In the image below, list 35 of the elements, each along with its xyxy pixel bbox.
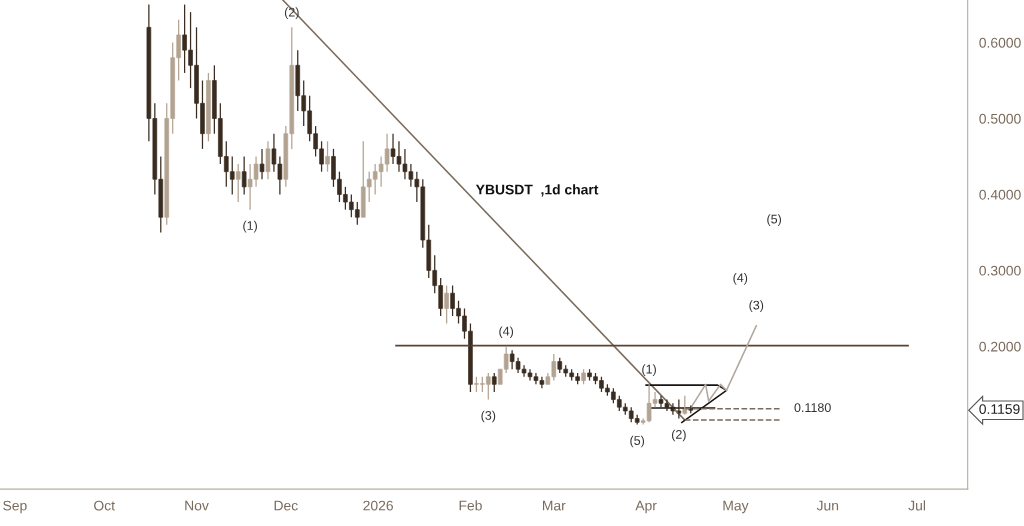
annotation: (4) — [499, 326, 514, 339]
candlestick — [265, 140, 271, 180]
y-tick-label: 0.3000 — [979, 265, 1021, 276]
x-tick-label: Nov — [185, 500, 209, 511]
annotation: (2) — [672, 429, 686, 442]
candlestick — [325, 140, 330, 173]
x-tick-label: Feb — [459, 500, 482, 511]
x-tick-label: May — [723, 500, 749, 514]
candlestick — [259, 148, 265, 180]
candlestick — [491, 372, 497, 393]
x-tick-label: Mar — [542, 500, 566, 511]
x-tick-label: Jul — [908, 500, 926, 511]
annotation: (1) — [243, 220, 257, 233]
x-tick-label: Oct — [94, 500, 115, 511]
x-tick-label: 2026 — [363, 500, 393, 511]
text: YBUSDT ,1d chart — [475, 184, 599, 197]
x-tick-label: Dec — [274, 500, 298, 511]
y-tick-label: 0.6000 — [979, 37, 1021, 48]
y-tick-label: 0.4000 — [979, 189, 1021, 200]
candlestick — [241, 155, 247, 196]
annotation: (3) — [749, 300, 764, 312]
x-tick-label: Sep — [3, 500, 27, 514]
annotation: (5) — [630, 435, 645, 448]
annotation: (3) — [481, 410, 496, 423]
candlestick — [235, 163, 241, 203]
annotation: (4) — [733, 273, 748, 285]
x-tick-label: Apr — [635, 500, 657, 514]
text: 0.1159 — [979, 404, 1020, 414]
line-series — [690, 325, 758, 409]
y-tick-label: 0.5000 — [979, 113, 1021, 124]
annotation: (1) — [642, 364, 656, 377]
annotation: 0.1180 — [794, 403, 831, 413]
y-tick-label: 0.2000 — [979, 341, 1021, 352]
annotation: (5) — [767, 214, 782, 226]
x-tick-label: Jun — [816, 500, 839, 511]
